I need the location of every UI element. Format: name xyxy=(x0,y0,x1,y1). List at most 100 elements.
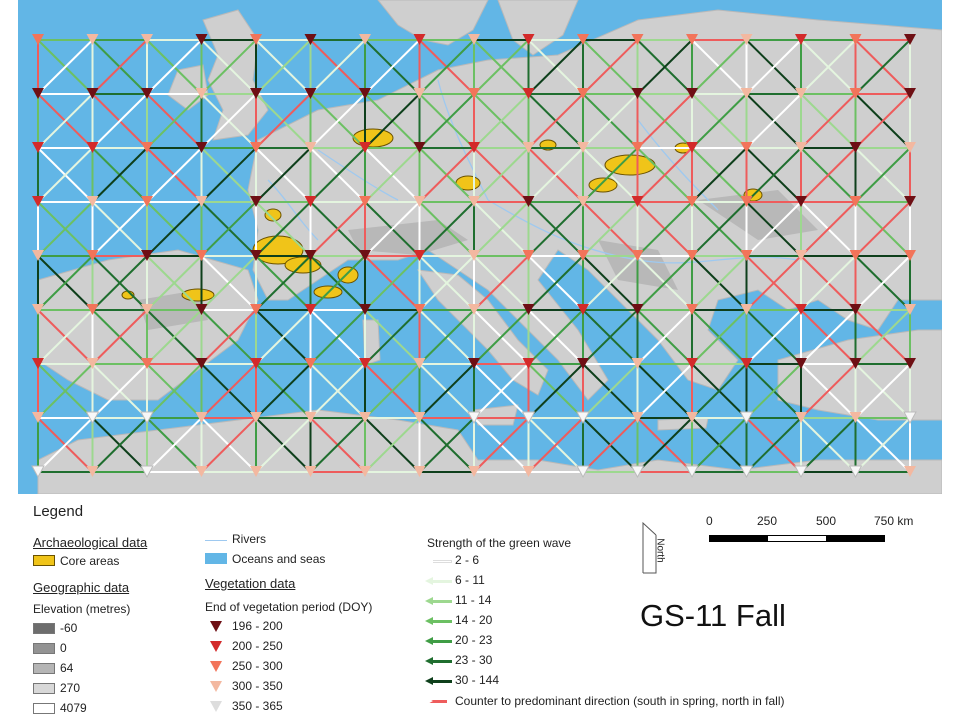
wave-segment xyxy=(745,309,802,365)
vegetation-node xyxy=(686,412,698,423)
vegetation-node xyxy=(304,304,317,315)
vegetation-node xyxy=(795,358,807,369)
counter-arrow-icon xyxy=(424,696,433,706)
vegetation-node xyxy=(32,250,44,261)
wave-segment xyxy=(691,363,748,419)
vegetation-node xyxy=(740,304,753,315)
vegetation-node xyxy=(359,358,371,369)
wave-segment xyxy=(255,93,312,149)
land-masses xyxy=(37,0,942,494)
vegetation-node xyxy=(686,358,698,369)
wave-label: 30 - 144 xyxy=(455,673,500,687)
wave-segment xyxy=(37,201,94,257)
wave-segment xyxy=(364,255,421,311)
wave-segment xyxy=(691,255,748,311)
vegetation-node xyxy=(577,142,589,153)
north-label: North xyxy=(654,538,666,563)
vegetation-node xyxy=(686,196,698,207)
vegetation-node xyxy=(413,250,426,261)
wave-segment xyxy=(745,147,802,203)
vegetation-node xyxy=(795,88,807,99)
oceans-label: Oceans and seas xyxy=(232,552,326,566)
core-areas-swatch xyxy=(33,555,55,566)
wave-segment xyxy=(200,93,257,149)
wave-segment xyxy=(309,255,366,311)
legend-title: Legend xyxy=(33,503,84,520)
vegetation-node xyxy=(32,88,44,99)
vegetation-node xyxy=(413,466,426,477)
vegetation-node xyxy=(740,250,753,261)
wave-segment xyxy=(745,363,802,419)
vegetation-node xyxy=(359,304,371,315)
wave-segment xyxy=(418,363,475,419)
vegetation-node xyxy=(359,34,371,45)
wave-line-swatch xyxy=(432,560,452,563)
vegetation-node xyxy=(849,304,862,315)
wave-segment xyxy=(37,417,94,473)
vegetation-node xyxy=(904,34,916,45)
vegetation-node xyxy=(740,34,753,45)
vegetation-node xyxy=(250,466,262,477)
wave-segment xyxy=(854,201,911,257)
vegetation-node xyxy=(468,142,480,153)
wave-segment xyxy=(527,201,584,257)
green-wave-network xyxy=(37,39,911,473)
wave-segment xyxy=(309,363,366,419)
wave-segment xyxy=(364,39,421,95)
vegetation-node xyxy=(686,142,698,153)
wave-segment xyxy=(255,147,312,203)
scale-tick-750: 750 km xyxy=(874,514,914,528)
wave-segment xyxy=(309,417,366,473)
wave-segment xyxy=(854,363,911,419)
wave-segment xyxy=(473,39,530,95)
vegetation-node xyxy=(849,34,862,45)
vegetation-node xyxy=(250,358,262,369)
vegetation-node xyxy=(32,34,44,45)
elevation-label-3: 64 xyxy=(60,661,74,675)
wave-segment xyxy=(745,417,802,473)
veg-triangle-3 xyxy=(210,661,222,672)
vegetation-node xyxy=(795,34,807,45)
wave-line-swatch xyxy=(432,680,452,683)
wave-segment xyxy=(255,255,312,311)
wave-segment xyxy=(582,39,639,95)
counter-label: Counter to predominant direction (south … xyxy=(455,694,785,708)
vegetation-node xyxy=(522,196,535,207)
vegetation-node xyxy=(630,465,645,479)
wave-segment xyxy=(582,309,639,365)
vegetation-node xyxy=(686,304,698,315)
wave-segment xyxy=(91,39,148,95)
vegetation-node xyxy=(32,412,44,423)
wave-segment xyxy=(364,147,421,203)
wave-segment xyxy=(418,39,475,95)
vegetation-node xyxy=(250,304,262,315)
vegetation-node xyxy=(794,465,808,479)
vegetation-node xyxy=(195,304,208,315)
vegetation-node xyxy=(304,88,317,99)
vegetation-node xyxy=(631,196,644,207)
vegetation-node xyxy=(577,304,589,315)
vegetation-node xyxy=(631,88,644,99)
vegetation-node xyxy=(904,142,916,153)
wave-segment xyxy=(800,93,857,149)
wave-segment xyxy=(309,93,366,149)
vegetation-node xyxy=(631,304,644,315)
map-panel[interactable] xyxy=(18,0,942,494)
wave-segment xyxy=(636,39,693,95)
veg-triangle-1 xyxy=(210,621,222,632)
vegetation-node xyxy=(904,466,916,477)
oceans-swatch xyxy=(205,553,227,564)
wave-segment xyxy=(146,363,203,419)
vegetation-node xyxy=(250,196,262,207)
wave-segment xyxy=(854,255,911,311)
vegetation-node xyxy=(141,142,153,153)
wave-segment xyxy=(200,363,257,419)
wave-segment xyxy=(91,255,148,311)
wave-segment xyxy=(37,147,94,203)
vegetation-node xyxy=(849,358,862,369)
elevation-title: Elevation (metres) xyxy=(33,602,131,616)
wave-segment xyxy=(636,309,693,365)
vegetation-node xyxy=(250,34,262,45)
wave-segment xyxy=(91,417,148,473)
geographic-header: Geographic data xyxy=(33,580,130,595)
